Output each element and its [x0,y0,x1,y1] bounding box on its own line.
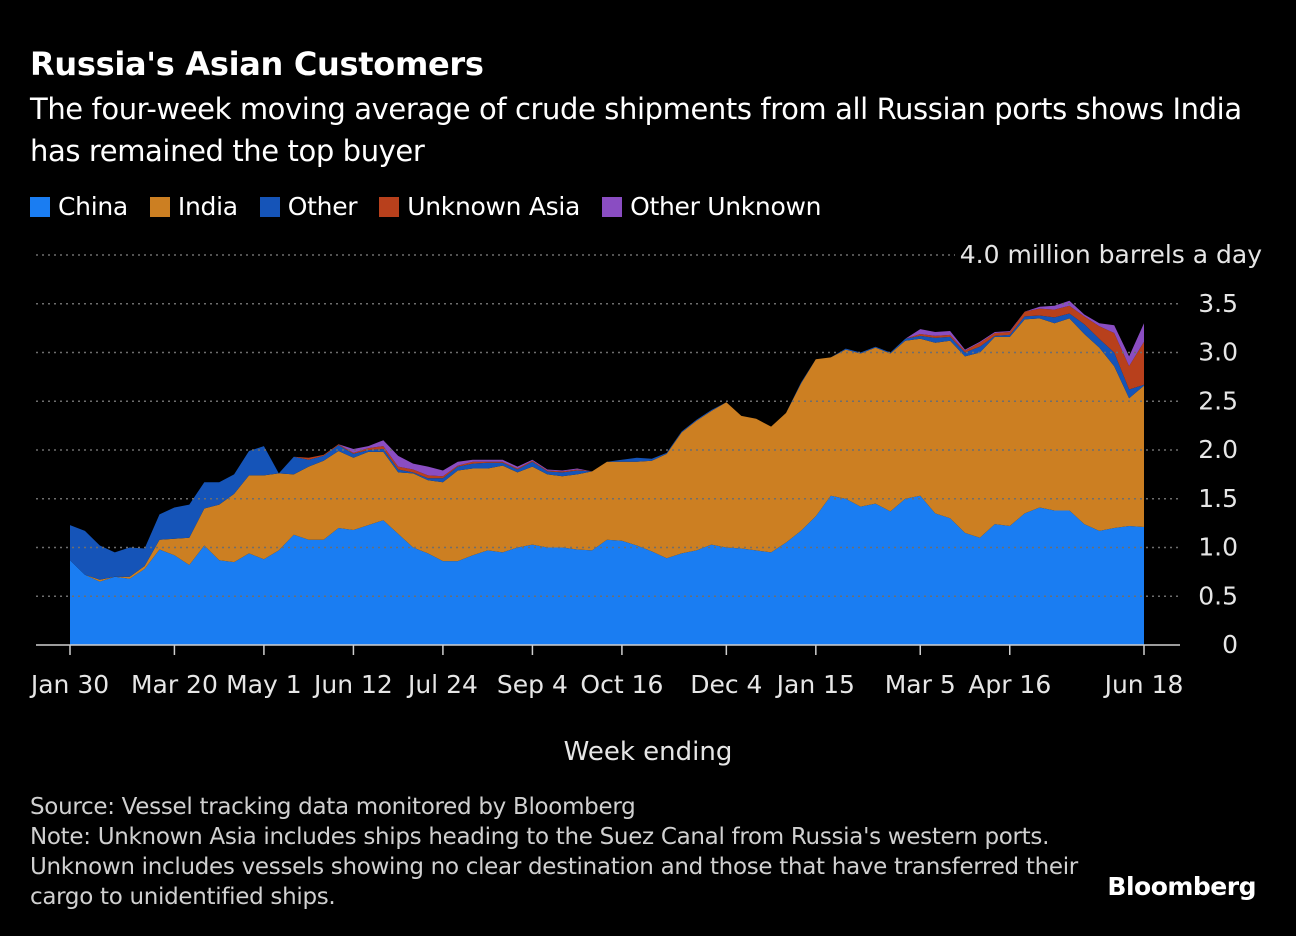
x-tick-label: Jan 15 [775,670,855,699]
x-tick-label: Apr 16 [968,670,1051,699]
y-tick-label: 1.5 [1198,484,1238,513]
y-tick-label: 0 [1222,630,1238,659]
x-tick-label: Mar 20 [131,670,218,699]
chart-title: Russia's Asian Customers [30,45,484,83]
y-tick-label: 4.0 million barrels a day [960,240,1262,269]
source-note: Source: Vessel tracking data monitored b… [30,794,636,820]
legend-item-unknown-asia: Unknown Asia [379,192,580,221]
area-china [70,495,1144,645]
x-axis-title: Week ending [564,737,733,767]
x-tick-label: Jul 24 [406,670,478,699]
y-tick-value: 4.0 [960,240,1000,269]
x-tick-label: Mar 5 [885,670,956,699]
legend-swatch-china [30,196,50,217]
x-tick-label: Sep 4 [497,670,568,699]
legend-label-other-unknown: Other Unknown [630,192,822,221]
legend-item-china: China [30,192,128,221]
x-tick-label: Jun 18 [1103,670,1184,699]
legend-swatch-other [259,196,280,217]
x-tick-label: Jan 30 [29,670,109,699]
legend-item-other: Other [259,192,358,221]
bloomberg-logo: Bloomberg [1107,872,1256,901]
legend-label-unknown-asia: Unknown Asia [407,192,581,221]
x-tick-label: Oct 16 [580,670,663,699]
legend: China India Other Unknown Asia Other Unk… [30,192,843,221]
legend-label-india: India [177,192,238,221]
y-tick-label: 2.0 [1198,435,1238,464]
x-tick-label: Jun 12 [312,670,393,699]
legend-item-india: India [149,192,238,221]
area-india [70,318,1144,582]
y-tick-label: 0.5 [1198,581,1238,610]
y-tick-label: 1.0 [1198,533,1238,562]
y-unit-label: million barrels a day [1000,240,1263,269]
legend-swatch-india [149,196,170,217]
legend-item-other-unknown: Other Unknown [602,192,821,221]
x-tick-label: Dec 4 [690,670,762,699]
area-chart: 0 0.5 1.0 1.5 2.0 2.5 3.0 3.5 4.0 million barrel… [29,240,1262,767]
x-tick-label: May 1 [226,670,302,699]
y-tick-label: 3.0 [1198,338,1238,367]
legend-swatch-unknown-asia [379,196,400,217]
chart-subtitle: The four-week moving average of crude sh… [30,92,1242,168]
y-tick-label: 2.5 [1198,386,1238,415]
y-tick-label: 3.5 [1198,289,1238,318]
footer: Source: Vessel tracking data monitored b… [30,792,1090,912]
methodology-note: Note: Unknown Asia includes ships headin… [30,824,1078,910]
legend-label-china: China [58,192,128,221]
legend-swatch-other-unknown [602,196,623,217]
legend-label-other: Other [287,192,358,221]
